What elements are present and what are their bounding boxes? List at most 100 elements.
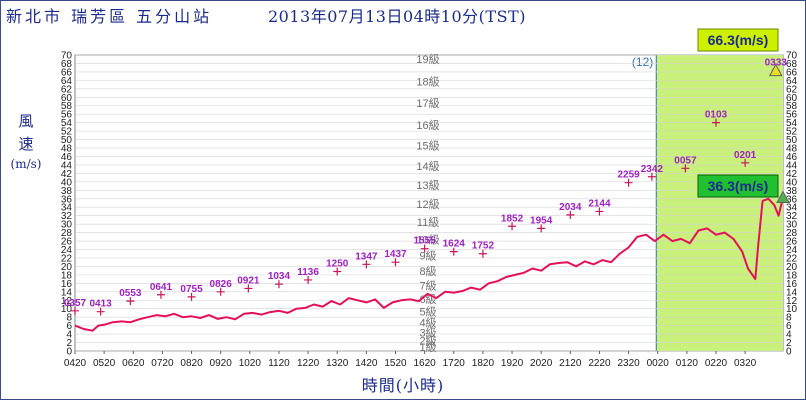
gust-time-label: 0921 xyxy=(237,275,260,286)
y-tick-label-left: 66 xyxy=(61,67,73,78)
gust-marker xyxy=(126,297,135,306)
gust-marker xyxy=(420,244,429,253)
y-tick-label-right: 36 xyxy=(786,194,798,205)
gust-time-label: 0755 xyxy=(180,284,203,295)
y-tick-label-left: 10 xyxy=(61,304,73,315)
y-axis-unit: (m/s) xyxy=(10,157,42,171)
y-tick-label-right: 60 xyxy=(786,93,798,104)
y-tick-label-right: 66 xyxy=(786,67,798,78)
y-tick-label-right: 12 xyxy=(786,296,798,307)
gust-time-label: 2259 xyxy=(617,170,640,181)
y-tick-label-left: 16 xyxy=(61,279,73,290)
wind-indicator-triangle xyxy=(776,190,790,204)
beaufort-level-label: 8級 xyxy=(419,265,436,278)
gust-time-label: 2342 xyxy=(641,164,664,175)
beaufort-level-label: 19級 xyxy=(416,53,439,66)
y-tick-label-left: 46 xyxy=(61,152,73,163)
y-tick-label-right: 48 xyxy=(786,144,798,155)
gust-marker xyxy=(156,290,165,299)
x-tick-label: 1020 xyxy=(239,358,262,369)
gust-time-label: 2034 xyxy=(559,202,582,213)
gust-time-label: 0413 xyxy=(90,299,113,310)
y-tick-label-left: 22 xyxy=(61,253,73,264)
x-tick-label: 0520 xyxy=(93,358,116,369)
y-tick-label-right: 32 xyxy=(786,211,798,222)
y-tick-label-left: 26 xyxy=(61,237,73,248)
observation-timestamp: 2013年07月13日04時10分(TST) xyxy=(268,7,526,26)
gust-marker xyxy=(681,164,690,173)
y-tick-label-left: 34 xyxy=(61,203,73,214)
gust-marker xyxy=(391,258,400,267)
y-tick-label-left: 18 xyxy=(61,270,73,281)
gust-marker xyxy=(96,307,105,316)
y-tick-label-right: 18 xyxy=(786,270,798,281)
y-tick-label-right: 22 xyxy=(786,253,798,264)
x-tick-label: 1120 xyxy=(268,358,290,369)
y-tick-label-left: 42 xyxy=(61,169,73,180)
x-tick-label: 0120 xyxy=(676,358,699,369)
gust-time-label: 1954 xyxy=(530,215,553,226)
highlight-region xyxy=(656,55,783,351)
y-tick-label-left: 38 xyxy=(61,186,73,197)
x-tick-label: 0320 xyxy=(734,358,757,369)
y-tick-label-left: 28 xyxy=(61,228,73,239)
gust-time-label: 0826 xyxy=(210,279,233,290)
beaufort-level-label: 4級 xyxy=(419,317,436,330)
y-tick-label-left: 2 xyxy=(66,338,72,349)
y-tick-label-left: 62 xyxy=(61,84,73,95)
y-tick-label-left: 12 xyxy=(61,296,73,307)
beaufort-level-label: 13級 xyxy=(416,179,439,192)
y-tick-label-right: 26 xyxy=(786,237,798,248)
x-axis-title: 時間(小時) xyxy=(361,376,445,395)
y-tick-label-right: 2 xyxy=(786,338,792,349)
beaufort-level-label: 1級 xyxy=(419,341,436,354)
x-tick-label: 0920 xyxy=(210,358,233,369)
y-tick-label-right: 56 xyxy=(786,110,798,121)
x-tick-label: 0720 xyxy=(151,358,174,369)
y-tick-label-right: 14 xyxy=(786,287,798,298)
beaufort-level-label: 18級 xyxy=(416,76,439,89)
gust-time-label: 0103 xyxy=(705,110,728,121)
gust-time-label: 1555 xyxy=(414,236,437,247)
y-tick-label-left: 36 xyxy=(61,194,73,205)
beaufort-level-label: 17級 xyxy=(416,97,439,110)
y-tick-label-left: 0 xyxy=(66,347,72,358)
beaufort-level-label: 11級 xyxy=(417,216,439,229)
gust-marker xyxy=(478,249,487,258)
x-tick-label: 1420 xyxy=(355,358,378,369)
y-tick-label-right: 34 xyxy=(786,203,798,214)
y-tick-label-right: 30 xyxy=(786,220,798,231)
y-tick-label-right: 8 xyxy=(786,313,792,324)
beaufort-level-label: 3級 xyxy=(419,326,436,339)
y-tick-label-left: 56 xyxy=(61,110,73,121)
x-tick-label: 0020 xyxy=(647,358,670,369)
y-tick-label-right: 42 xyxy=(786,169,798,180)
beaufort-level-label: 16級 xyxy=(416,119,439,132)
gust-marker xyxy=(304,275,313,284)
beaufort-level-label: 14級 xyxy=(416,160,439,173)
gust-time-label: 1347 xyxy=(355,251,378,262)
y-tick-label-left: 54 xyxy=(61,118,73,129)
y-tick-label-right: 58 xyxy=(786,101,798,112)
y-tick-label-left: 40 xyxy=(61,177,73,188)
y-axis-title-line1: 風 xyxy=(18,112,34,130)
gust-marker xyxy=(244,284,253,293)
y-tick-label-right: 10 xyxy=(786,304,798,315)
y-tick-label-left: 32 xyxy=(61,211,73,222)
current-gust-badge: 66.3(m/s) xyxy=(708,32,769,48)
gust-time-label: 0553 xyxy=(119,288,142,299)
gust-marker xyxy=(362,260,371,269)
x-tick-label: 1920 xyxy=(501,358,524,369)
gust-marker xyxy=(187,292,196,301)
y-tick-label-right: 44 xyxy=(786,160,798,171)
beaufort-level-label: 15級 xyxy=(416,139,439,152)
gust-time-label: 1852 xyxy=(501,213,524,224)
gust-time-label: 1624 xyxy=(443,239,466,250)
gust-marker xyxy=(624,178,633,187)
x-tick-label: 1620 xyxy=(414,358,437,369)
x-tick-label: 2220 xyxy=(588,358,611,369)
x-tick-label: 1520 xyxy=(384,358,407,369)
gust-marker xyxy=(508,222,517,231)
beaufort-level-label: 9級 xyxy=(419,249,436,262)
